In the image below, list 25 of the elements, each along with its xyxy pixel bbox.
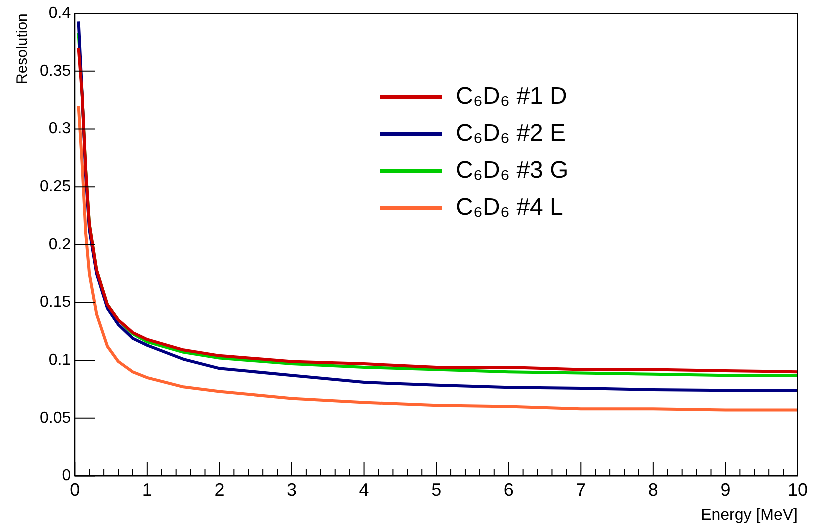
legend-label: C₆D₆ #4 L [456, 193, 564, 223]
y-tick-label: 0.2 [48, 236, 72, 254]
x-tick-label: 1 [142, 480, 152, 500]
x-tick-label: 2 [214, 480, 225, 500]
x-tick-label: 10 [788, 480, 808, 500]
y-tick-label: 0.35 [40, 62, 72, 80]
y-tick-label: 0.1 [48, 352, 72, 369]
x-tick-label: 6 [504, 480, 514, 500]
legend-label: C₆D₆ #3 G [456, 156, 569, 186]
legend-label: C₆D₆ #2 E [456, 119, 566, 149]
legend-label: C₆D₆ #1 D [456, 82, 568, 112]
y-axis-title: Resolution [14, 14, 32, 84]
x-tick-label: 9 [720, 480, 731, 500]
x-axis-title: Energy [MeV] [701, 506, 798, 524]
x-tick-label: 7 [576, 480, 586, 500]
y-tick-label: 0.15 [40, 294, 72, 312]
y-tick-label: 0.05 [40, 410, 72, 427]
x-tick-label: 4 [359, 480, 370, 500]
x-tick-label: 8 [648, 480, 658, 500]
x-tick-label: 5 [432, 480, 442, 500]
y-tick-label: 0.3 [48, 120, 72, 138]
y-tick-label: 0 [62, 468, 72, 485]
y-tick-label: 0.25 [40, 178, 72, 196]
x-tick-label: 3 [286, 480, 298, 500]
y-tick-label: 0.4 [48, 5, 72, 22]
